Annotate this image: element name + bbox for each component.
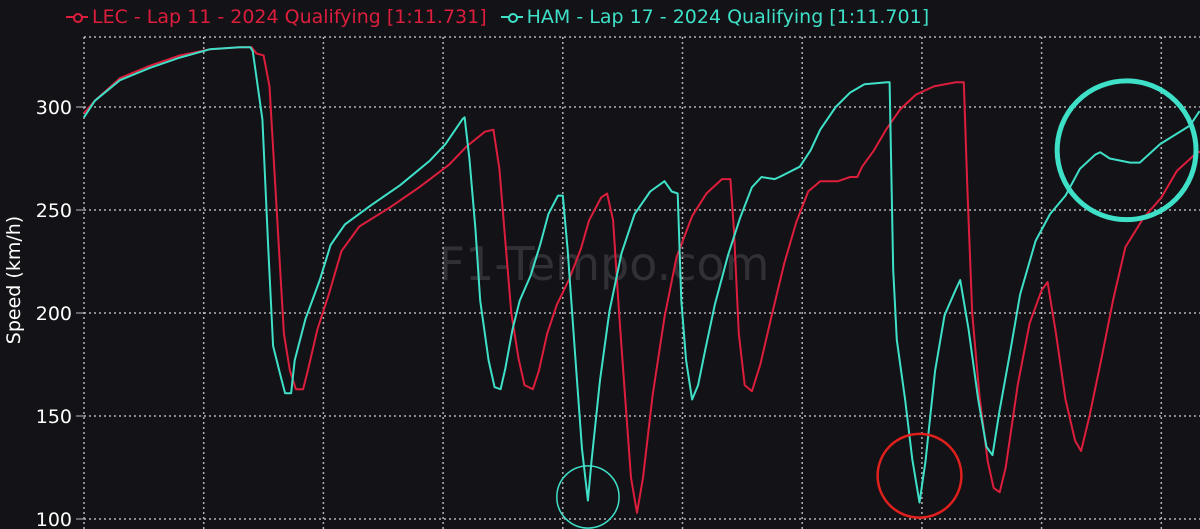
y-tick-label: 250 <box>36 200 72 222</box>
annotation-circle <box>556 465 620 529</box>
watermark: F1-Tempo.com <box>439 237 770 291</box>
series-line-lec <box>83 46 1200 514</box>
legend-label: HAM - Lap 17 - 2024 Qualifying [1:11.701… <box>526 6 930 28</box>
legend-label: LEC - Lap 11 - 2024 Qualifying [1:11.731… <box>92 6 487 28</box>
y-tick-label: 200 <box>36 303 72 325</box>
annotations <box>556 78 1199 529</box>
legend-marker-icon <box>500 12 523 23</box>
y-tick-label: 300 <box>36 97 72 119</box>
legend-item-lec[interactable]: LEC - Lap 11 - 2024 Qualifying [1:11.731… <box>66 6 487 28</box>
annotation-circle <box>876 432 963 519</box>
y-tick-label: 150 <box>36 406 72 428</box>
y-axis-label: Speed (km/h) <box>3 216 25 344</box>
legend-item-ham[interactable]: HAM - Lap 17 - 2024 Qualifying [1:11.701… <box>500 6 930 28</box>
series-lines <box>83 46 1200 514</box>
y-axis: 100 150 200 250 300 <box>36 97 84 529</box>
legend: LEC - Lap 11 - 2024 Qualifying [1:11.731… <box>66 6 929 28</box>
series-line-ham <box>83 46 1200 504</box>
annotation-circle <box>1054 78 1199 223</box>
legend-marker-icon <box>66 12 88 23</box>
y-tick-label: 100 <box>36 509 72 529</box>
